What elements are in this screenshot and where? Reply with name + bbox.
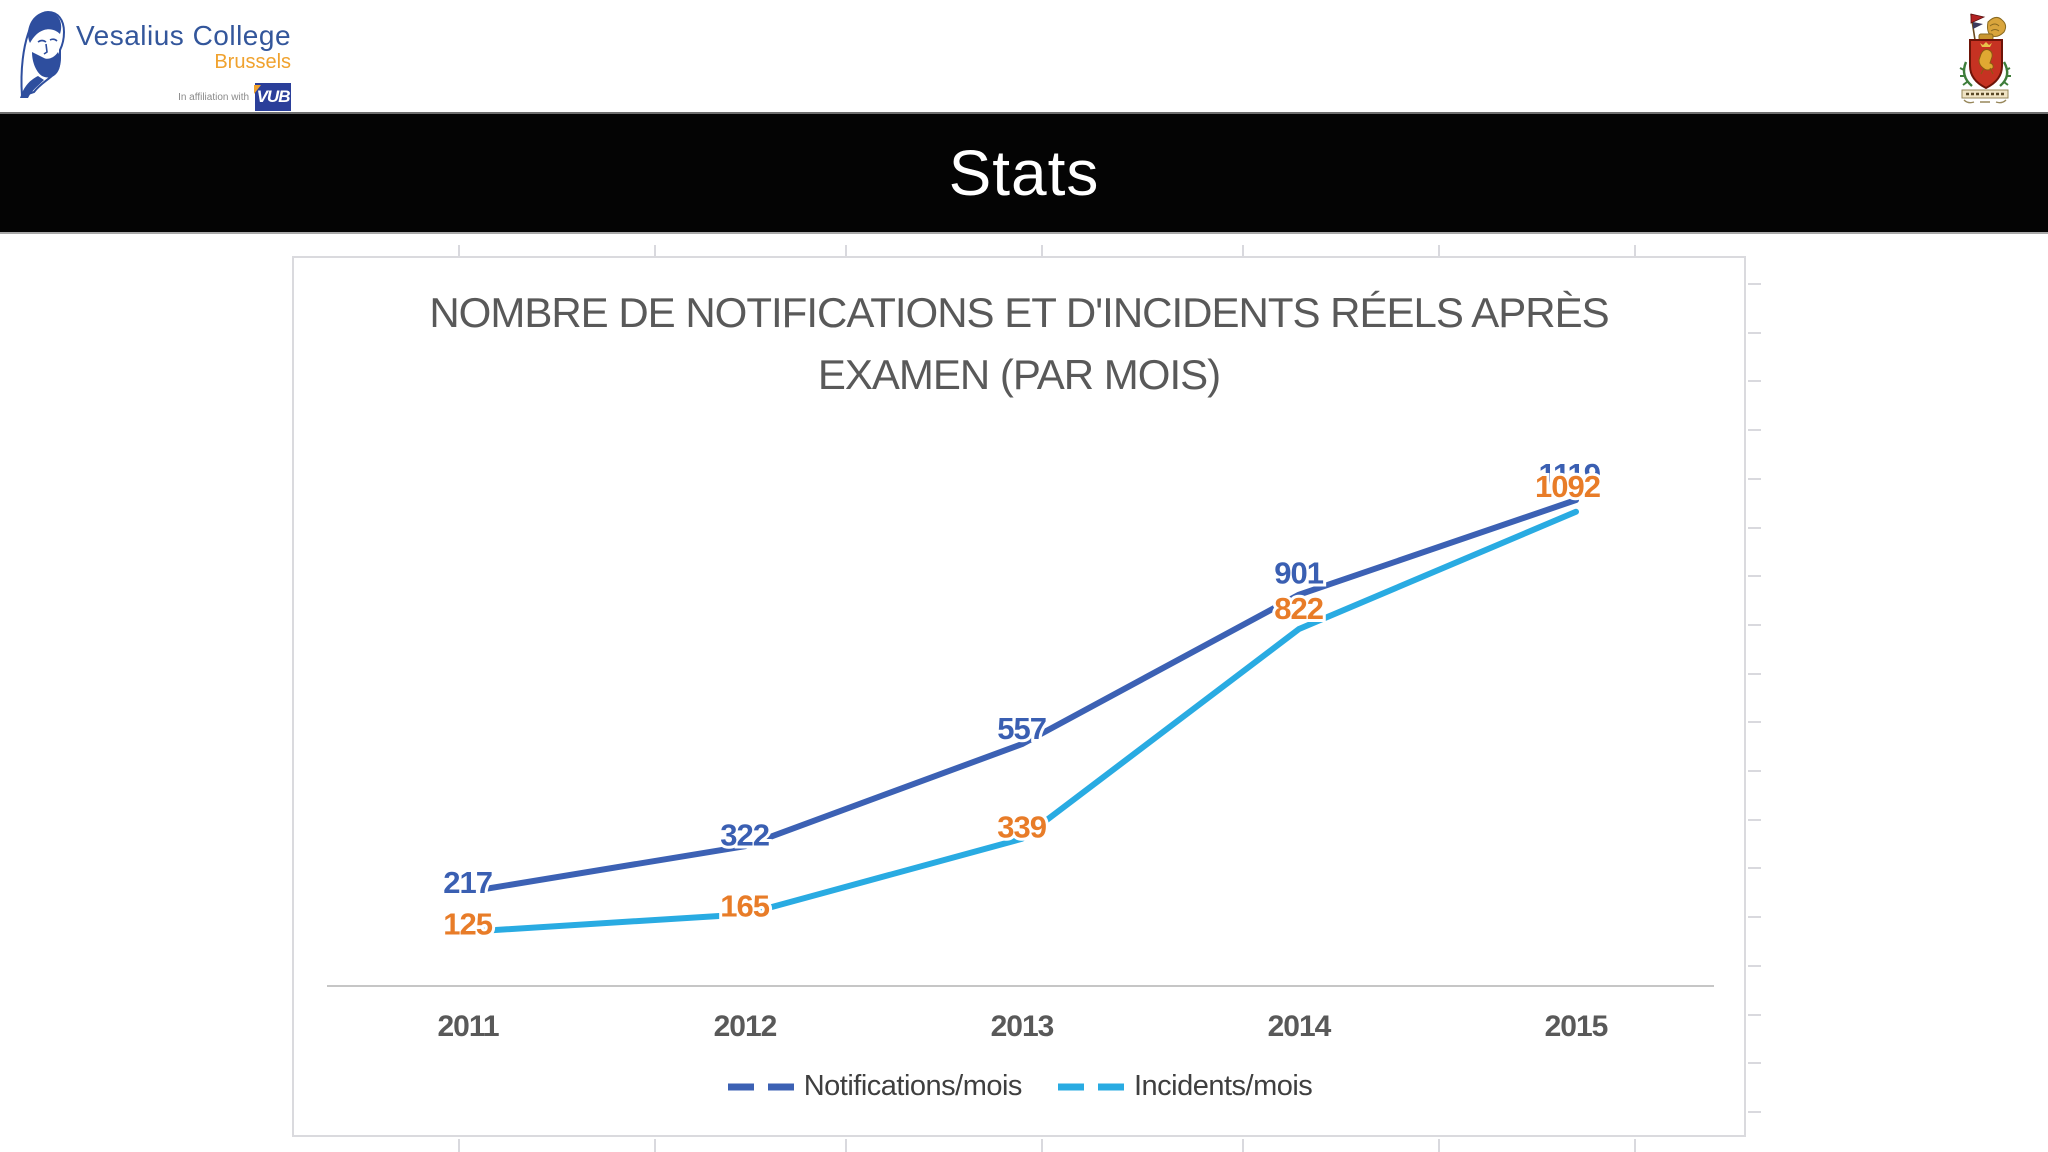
header: Vesalius College Brussels In affiliation… — [0, 0, 2048, 112]
legend-label-notifications: Notifications/mois — [803, 1070, 1023, 1102]
gridline-tick — [845, 245, 847, 256]
gridline-tick — [1748, 527, 1761, 529]
university-crest-icon — [1959, 13, 2011, 104]
svg-text:2012: 2012 — [714, 1010, 777, 1043]
vesalius-logo: Vesalius College Brussels In affiliation… — [14, 6, 292, 111]
chart-title-line2: EXAMEN (PAR MOIS) — [817, 351, 1221, 398]
svg-text:165: 165 — [720, 888, 769, 923]
vesalius-portrait-icon — [20, 10, 66, 98]
gridline-tick — [654, 1139, 656, 1152]
svg-text:1119: 1119 — [1538, 457, 1600, 492]
gridline-tick — [1748, 283, 1761, 285]
gridline-tick — [1634, 1139, 1636, 1152]
chart-title: NOMBRE DE NOTIFICATIONS ET D'INCIDENTS R… — [294, 282, 1744, 406]
gridline-tick — [1041, 245, 1043, 256]
gridline-tick — [1748, 819, 1761, 821]
gridline-tick — [1748, 575, 1761, 577]
notifications-line-marker-icon — [727, 1083, 794, 1090]
gridline-tick — [1634, 245, 1636, 256]
incidents-line-marker-icon — [1057, 1083, 1124, 1090]
gridline-tick — [1748, 429, 1761, 431]
legend-item-notifications: Notifications/mois — [726, 1070, 1022, 1103]
title-banner: Stats — [0, 112, 2048, 234]
gridline-tick — [1748, 478, 1761, 480]
gridline-tick — [1748, 332, 1761, 334]
legend-item-incidents: Incidents/mois — [1056, 1070, 1313, 1103]
svg-text:2013: 2013 — [991, 1010, 1054, 1043]
gridline-tick — [1748, 770, 1761, 772]
svg-text:2015: 2015 — [1545, 1010, 1608, 1043]
gridline-tick — [1748, 624, 1761, 626]
chart-legend: Notifications/mois Incidents/mois — [294, 1070, 1744, 1103]
svg-text:2014: 2014 — [1268, 1010, 1332, 1043]
svg-text:2011: 2011 — [437, 1010, 498, 1043]
gridline-tick — [654, 245, 656, 256]
gridline-tick — [1748, 1014, 1761, 1016]
affiliation-text: In affiliation with — [178, 91, 250, 103]
page-title: Stats — [948, 137, 1100, 209]
gridline-tick — [1242, 1139, 1244, 1152]
svg-text:1092: 1092 — [1535, 469, 1600, 504]
svg-text:901: 901 — [1274, 555, 1323, 590]
vub-logo: VUB — [254, 83, 292, 111]
gridline-tick — [1242, 245, 1244, 256]
gridline-tick — [1438, 245, 1440, 256]
legend-label-incidents: Incidents/mois — [1133, 1070, 1313, 1102]
gridline-tick — [1748, 673, 1761, 675]
svg-text:339: 339 — [997, 810, 1046, 845]
gridline-tick — [1748, 1111, 1761, 1113]
gridline-tick — [1748, 721, 1761, 723]
plot-area: 217 322 557 901 1119 125 165 339 822 1092 2011 2012… — [327, 454, 1714, 1043]
gridline-tick — [1748, 380, 1761, 382]
svg-text:822: 822 — [1274, 591, 1323, 626]
svg-text:322: 322 — [720, 817, 769, 852]
vub-logo-text: VUB — [256, 87, 291, 106]
gridline-tick — [1748, 965, 1761, 967]
svg-text:125: 125 — [443, 906, 492, 941]
gridline-tick — [1748, 916, 1761, 918]
gridline-tick — [1748, 1062, 1761, 1064]
gridline-tick — [1041, 1139, 1043, 1152]
gridline-tick — [458, 1139, 460, 1152]
chart-title-line1: NOMBRE DE NOTIFICATIONS ET D'INCIDENTS R… — [429, 289, 1609, 336]
vesalius-logo-text: Vesalius College Brussels In affiliation… — [76, 6, 292, 111]
line-chart: NOMBRE DE NOTIFICATIONS ET D'INCIDENTS R… — [292, 256, 1746, 1137]
vesalius-logo-title: Vesalius College — [76, 20, 292, 51]
gridline-tick — [1438, 1139, 1440, 1152]
vesalius-logo-subtitle: Brussels — [214, 51, 292, 73]
svg-text:217: 217 — [443, 865, 492, 900]
gridline-tick — [845, 1139, 847, 1152]
svg-text:557: 557 — [997, 711, 1046, 746]
vub-logo-accent — [254, 85, 262, 94]
gridline-tick — [458, 245, 460, 256]
vub-affiliation: In affiliation with VUB — [178, 83, 292, 111]
gridline-tick — [1748, 867, 1761, 869]
